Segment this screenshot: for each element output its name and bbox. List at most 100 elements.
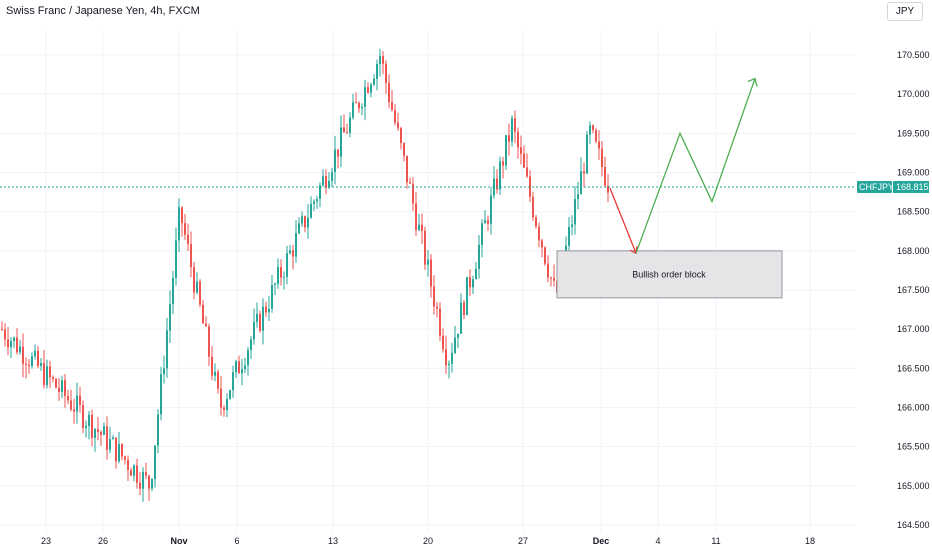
candle-body — [598, 141, 600, 149]
candle-body — [487, 220, 489, 224]
candle-body — [259, 313, 261, 331]
candle-body — [103, 426, 105, 435]
y-tick-label: 169.000 — [897, 168, 930, 178]
projection-arrows — [609, 77, 758, 255]
y-tick-label: 166.000 — [897, 403, 930, 413]
candle-body — [193, 267, 195, 293]
candle-body — [382, 56, 384, 64]
candle-body — [151, 478, 153, 489]
candle-body — [472, 279, 474, 288]
currency-button[interactable]: JPY — [887, 2, 923, 21]
green-arrow-line — [635, 78, 756, 254]
candle-body — [229, 390, 231, 399]
x-tick-label: 4 — [655, 536, 660, 546]
candle-body — [475, 268, 477, 280]
candle-body — [418, 224, 420, 230]
candle-body — [241, 369, 243, 374]
candle-body — [265, 306, 267, 313]
candle-body — [79, 395, 81, 405]
candle-body — [541, 240, 543, 248]
candle-body — [538, 226, 540, 241]
candle-body — [181, 207, 183, 224]
y-tick-label: 168.000 — [897, 246, 930, 256]
candle-body — [232, 372, 234, 391]
candle-body — [274, 283, 276, 285]
candle-body — [460, 302, 462, 334]
candle-body — [568, 227, 570, 246]
price-tag: CHFJPY 168.815 — [857, 180, 929, 193]
candle-body — [271, 284, 273, 309]
candle-body — [256, 313, 258, 322]
candle-body — [454, 337, 456, 353]
candle-body — [31, 356, 33, 367]
candle-body — [532, 196, 534, 218]
candle-body — [118, 443, 120, 462]
candle-body — [166, 330, 168, 369]
candle-body — [526, 167, 528, 177]
candle-body — [214, 371, 216, 376]
candle-body — [340, 127, 342, 157]
candle-body — [169, 304, 171, 331]
candle-body — [82, 404, 84, 428]
candle-body — [424, 230, 426, 265]
x-tick-label: Dec — [593, 536, 610, 546]
candle-body — [583, 171, 585, 174]
x-axis: 23 26 Nov 6 13 20 27 Dec 4 11 18 — [41, 536, 815, 546]
candle-body — [415, 203, 417, 230]
candle-body — [58, 387, 60, 392]
candle-body — [190, 243, 192, 268]
candle-body — [283, 276, 285, 278]
candle-body — [493, 178, 495, 196]
candle-body — [517, 131, 519, 148]
y-axis: 170.500 170.000 169.500 169.000 168.500 168.0… — [897, 50, 930, 530]
candle-body — [91, 414, 93, 438]
candle-body — [73, 409, 75, 412]
candle-body — [406, 155, 408, 183]
candle-body — [106, 426, 108, 450]
candle-body — [46, 366, 48, 386]
candle-body — [247, 350, 249, 366]
candle-body — [37, 350, 39, 366]
candle-body — [574, 199, 576, 225]
candle-body — [586, 134, 588, 174]
candle-body — [109, 439, 111, 450]
candle-body — [445, 349, 447, 366]
x-tick-label: Nov — [170, 536, 187, 546]
candle-body — [295, 233, 297, 257]
candle-body — [145, 471, 147, 476]
y-tick-label: 165.500 — [897, 442, 930, 452]
y-tick-label: 164.500 — [897, 520, 930, 530]
candle-body — [388, 82, 390, 103]
candle-body — [76, 395, 78, 412]
x-tick-label: 18 — [805, 536, 815, 546]
candle-body — [412, 183, 414, 204]
candle-body — [400, 128, 402, 144]
candle-body — [607, 185, 609, 193]
candle-body — [307, 217, 309, 228]
candle-body — [439, 308, 441, 336]
candle-body — [535, 217, 537, 227]
candle-body — [358, 102, 360, 109]
x-tick-label: 23 — [41, 536, 51, 546]
candle-body — [199, 281, 201, 305]
y-tick-label: 169.500 — [897, 128, 930, 138]
candle-body — [97, 429, 99, 432]
y-tick-label: 167.500 — [897, 285, 930, 295]
candle-body — [94, 429, 96, 438]
candle-body — [502, 161, 504, 166]
candle-body — [250, 339, 252, 351]
candle-body — [319, 185, 321, 200]
candle-body — [403, 143, 405, 156]
candle-body — [457, 333, 459, 338]
candle-body — [490, 195, 492, 224]
candle-body — [580, 171, 582, 195]
candle-body — [127, 459, 129, 470]
candle-body — [484, 220, 486, 224]
candle-body — [466, 277, 468, 315]
candle-body — [100, 431, 102, 435]
candle-body — [373, 78, 375, 85]
candle-body — [10, 341, 12, 348]
candle-body — [385, 63, 387, 83]
candle-body — [163, 368, 165, 375]
